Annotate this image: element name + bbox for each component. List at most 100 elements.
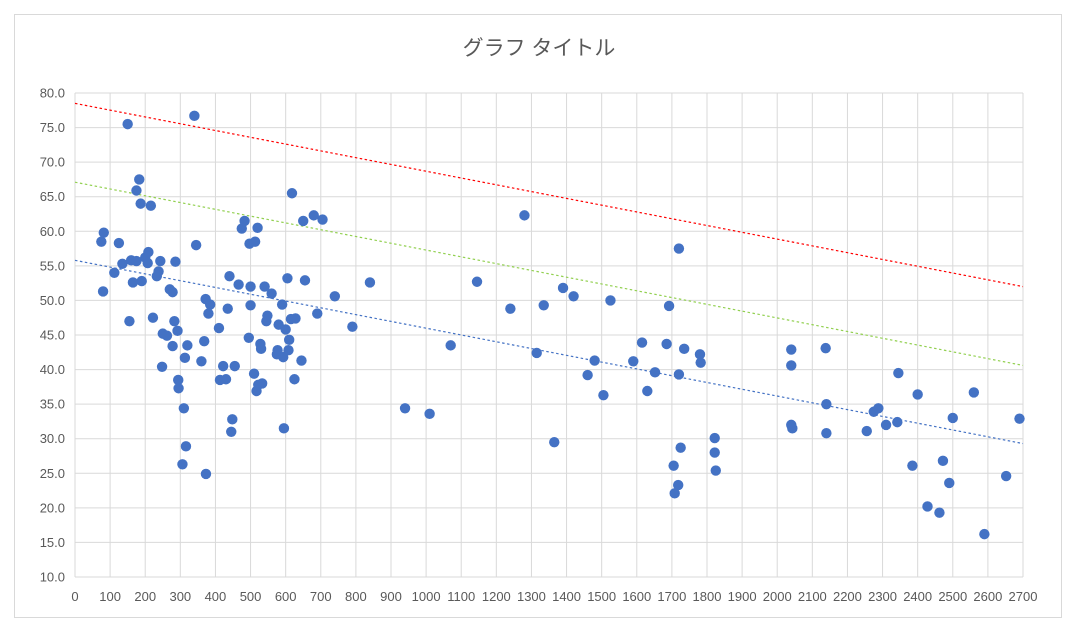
x-tick-label: 400 <box>205 589 227 604</box>
x-tick-label: 2000 <box>763 589 792 604</box>
data-point <box>568 291 579 302</box>
data-point <box>695 357 706 368</box>
data-point <box>821 398 832 410</box>
x-tick-label: 1400 <box>552 589 581 604</box>
data-point <box>296 355 307 366</box>
data-point <box>204 299 216 310</box>
data-point <box>173 374 184 386</box>
data-point <box>259 281 270 292</box>
data-point <box>364 277 376 288</box>
data-point <box>538 300 549 311</box>
x-tick-label: 300 <box>169 589 191 604</box>
x-tick-label: 2400 <box>903 589 932 604</box>
data-point <box>912 389 923 400</box>
data-point <box>787 423 798 434</box>
data-point <box>213 322 225 334</box>
data-point <box>167 286 178 298</box>
data-point <box>605 295 616 306</box>
x-tick-label: 1000 <box>412 589 441 604</box>
trendline-layer <box>74 102 1024 445</box>
x-tick-label: 2200 <box>833 589 862 604</box>
data-point <box>220 374 232 385</box>
data-point <box>145 200 157 211</box>
x-tick-label: 2100 <box>798 589 827 604</box>
y-tick-label: 75.0 <box>40 120 65 135</box>
y-tick-label: 55.0 <box>40 258 65 273</box>
data-point <box>668 460 679 471</box>
chart-title: グラフ タイトル <box>463 37 616 60</box>
data-point <box>589 355 600 366</box>
data-point <box>199 336 210 347</box>
data-point <box>245 300 256 311</box>
data-point <box>239 215 250 227</box>
data-point <box>280 324 291 335</box>
y-tick-label: 10.0 <box>40 570 65 585</box>
x-tick-label: 2700 <box>1009 589 1038 604</box>
data-point <box>663 300 675 312</box>
x-tick-label: 200 <box>134 589 156 604</box>
data-point <box>245 281 256 292</box>
data-point <box>182 340 193 351</box>
chart-frame: 0 100 200 300 400 500 600 700 800 900 1000 1100 1200… <box>14 14 1062 618</box>
x-tick-label: 600 <box>275 589 297 604</box>
data-point <box>308 210 319 221</box>
data-point <box>709 432 720 444</box>
data-point <box>1000 470 1012 482</box>
data-point <box>694 349 706 360</box>
data-point <box>178 403 190 414</box>
data-point <box>861 425 872 437</box>
data-point <box>135 198 146 209</box>
data-point <box>531 347 542 359</box>
data-point <box>289 374 300 385</box>
data-point <box>134 174 145 185</box>
data-point <box>189 110 200 122</box>
x-tick-label: 1300 <box>517 589 546 604</box>
data-point <box>196 356 207 367</box>
data-point <box>673 479 684 491</box>
data-point <box>519 210 530 221</box>
data-point <box>224 271 235 282</box>
data-point <box>636 337 648 348</box>
data-point <box>934 507 945 518</box>
data-point <box>968 387 980 398</box>
data-point <box>249 236 261 247</box>
data-point <box>156 361 168 373</box>
x-tick-label: 900 <box>380 589 402 604</box>
data-point <box>266 288 277 299</box>
data-point <box>786 360 797 371</box>
data-point <box>892 416 903 428</box>
data-point <box>661 338 672 350</box>
data-point <box>98 227 109 238</box>
data-point <box>786 344 797 355</box>
data-point <box>710 465 721 476</box>
data-point <box>127 277 139 288</box>
data-point <box>286 188 298 199</box>
data-point <box>312 308 323 319</box>
data-point <box>177 459 188 470</box>
data-point <box>167 340 178 352</box>
y-tick-label: 35.0 <box>40 397 65 412</box>
data-point <box>109 267 120 278</box>
data-point <box>399 403 411 414</box>
data-point <box>131 255 142 267</box>
data-point <box>1014 413 1025 424</box>
y-tick-label: 15.0 <box>40 535 65 550</box>
tick-layer: 0 100 200 300 400 500 600 700 800 900 1000 1100 1200… <box>40 86 1038 605</box>
data-point <box>944 477 955 489</box>
data-point <box>229 360 240 372</box>
data-point <box>557 282 569 294</box>
x-tick-label: 500 <box>240 589 262 604</box>
scatter-chart: 0 100 200 300 400 500 600 700 800 900 1000 1100 1200… <box>40 37 1038 605</box>
x-tick-label: 2300 <box>868 589 897 604</box>
data-point <box>124 315 135 327</box>
data-point <box>113 237 125 249</box>
data-point <box>179 352 191 364</box>
data-point <box>628 356 639 367</box>
data-point <box>276 299 288 310</box>
grid-layer <box>74 92 1024 578</box>
x-tick-label: 100 <box>99 589 121 604</box>
data-point <box>299 275 311 286</box>
data-point <box>979 528 990 540</box>
data-point <box>922 501 933 512</box>
x-tick-label: 2600 <box>973 589 1002 604</box>
